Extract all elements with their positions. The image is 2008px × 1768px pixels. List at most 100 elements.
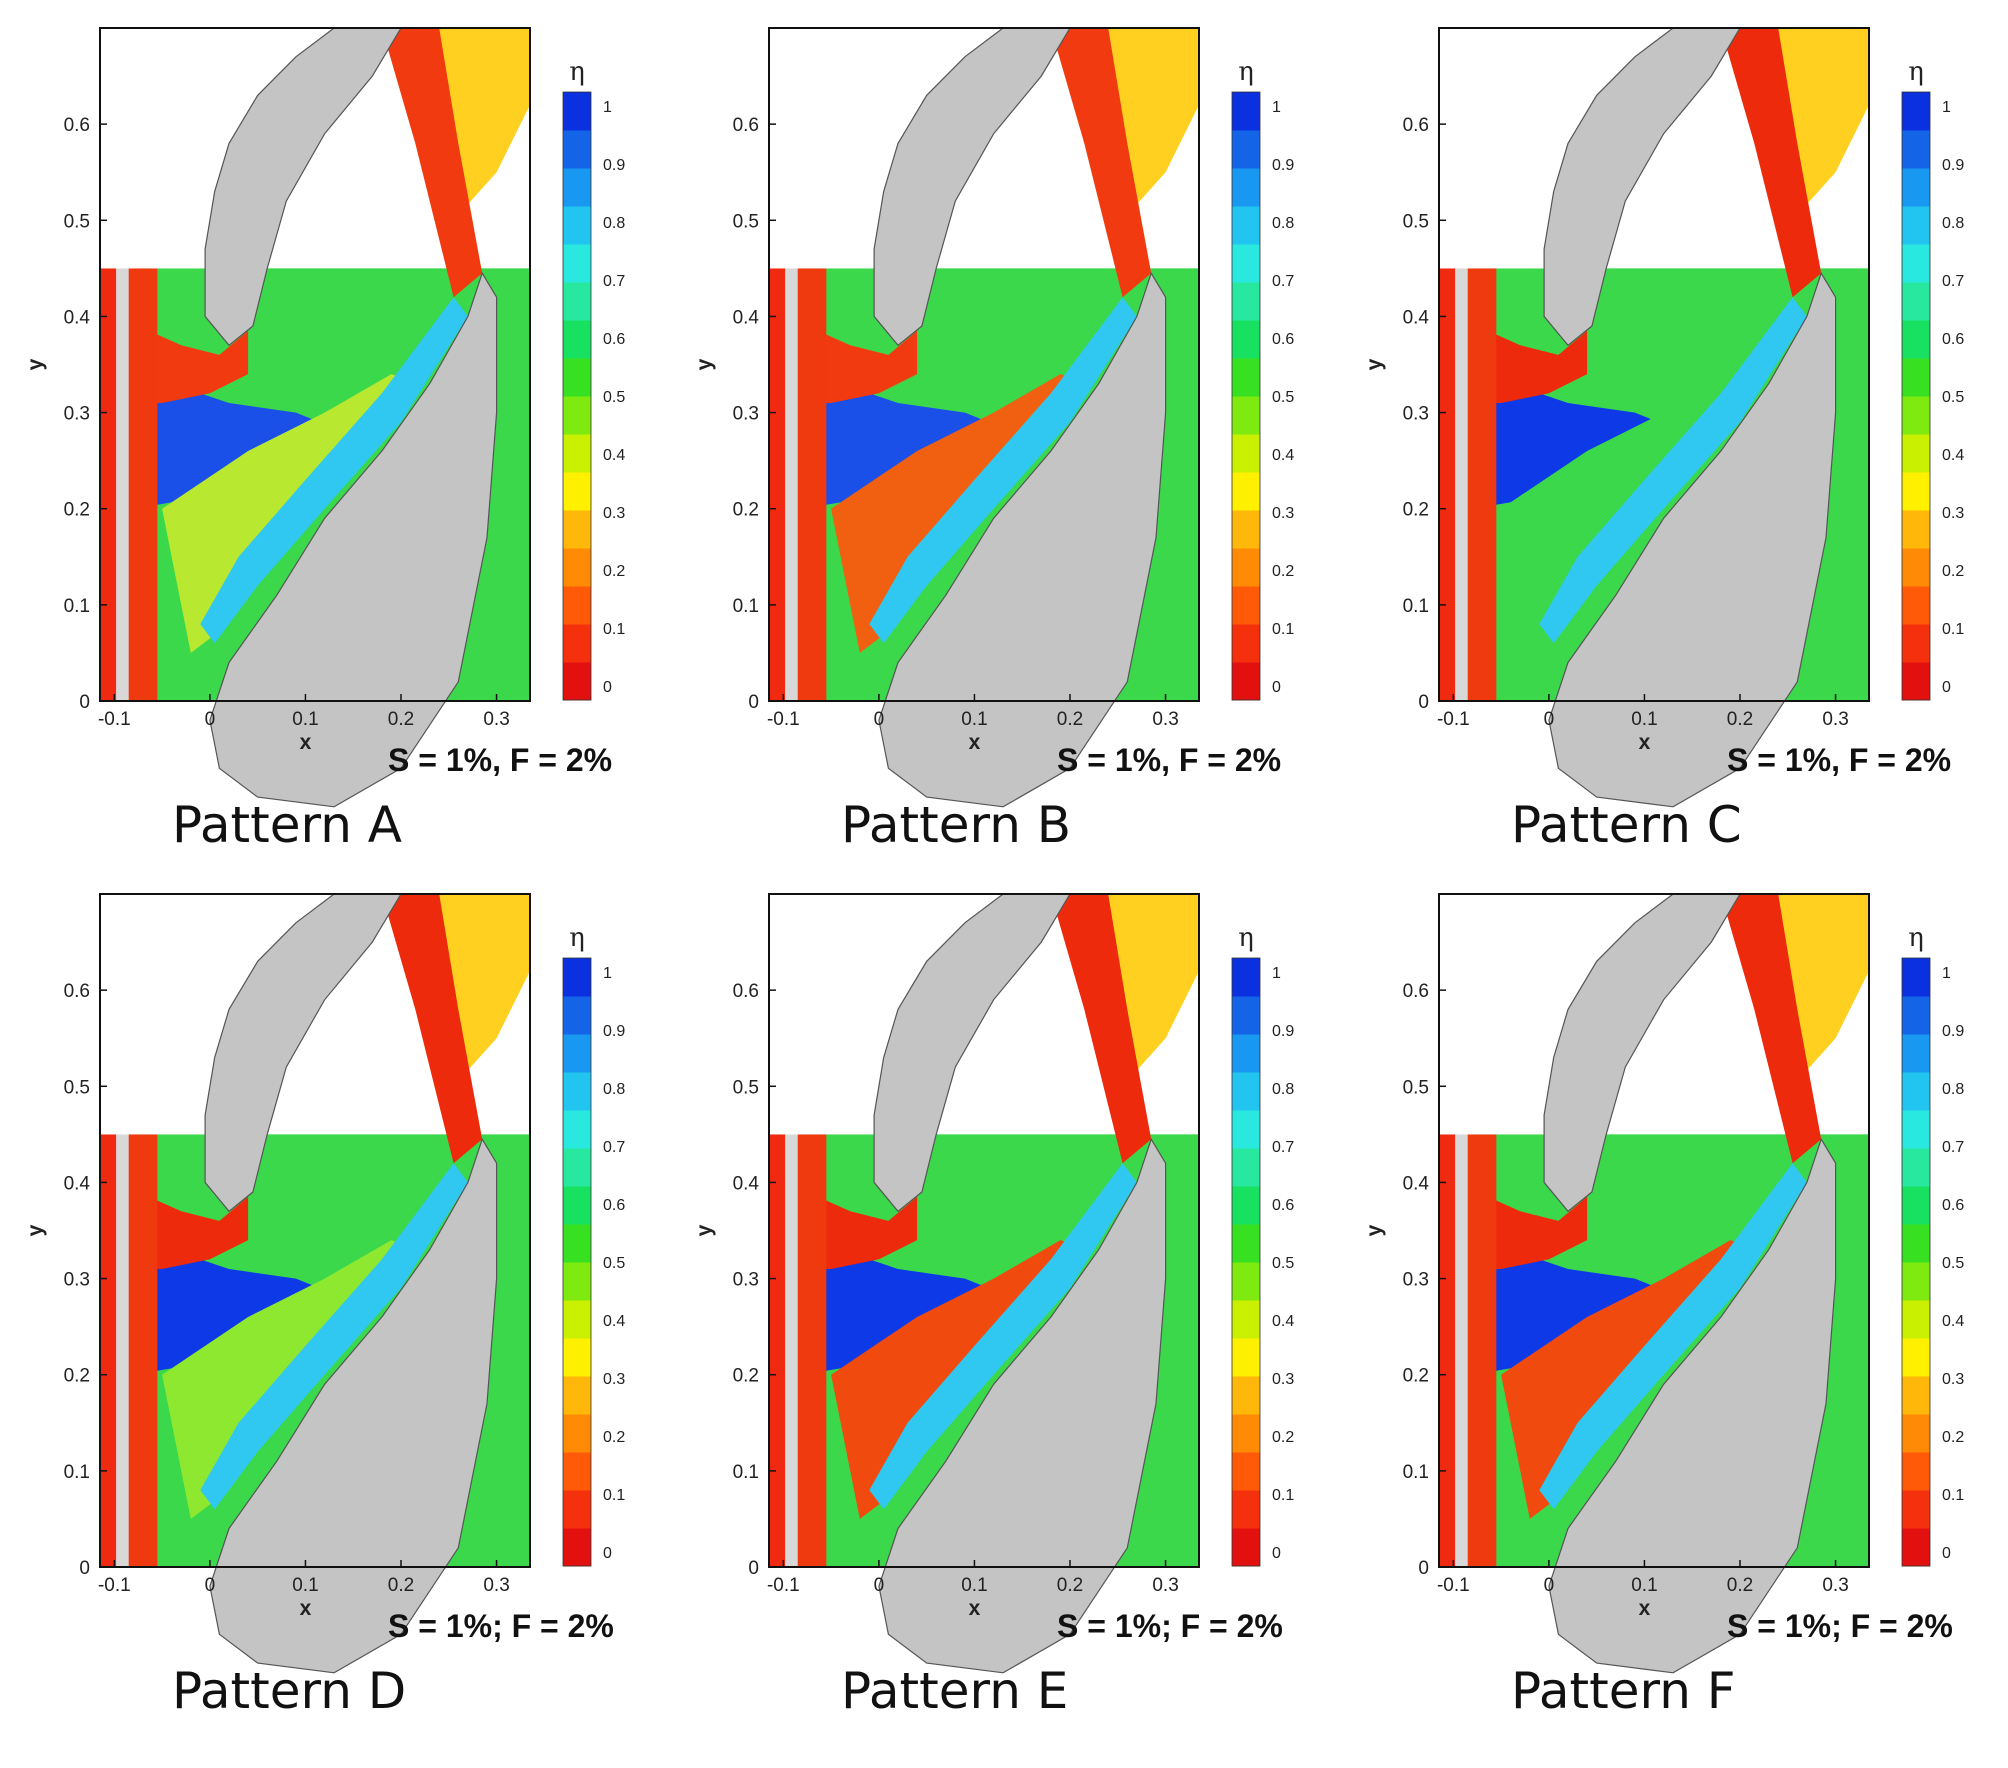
upper-left-blank: [1439, 894, 1549, 1135]
x-tick-label: 0.2: [1057, 709, 1083, 730]
colorbar: 0 0.1 0.2 0.3 0.4 0.5 0.6 0.7 0.8 0.9 1 η: [1231, 57, 1294, 701]
colorbar-tick-label: 0.9: [1942, 157, 1964, 174]
colorbar-tick-label: 0.1: [1942, 621, 1964, 638]
colorbar-tick-label: 0.6: [1272, 331, 1294, 348]
colorbar-segment: [563, 958, 591, 997]
colorbar-segment: [1902, 1300, 1930, 1339]
colorbar-segment: [563, 282, 591, 321]
colorbar-tick-label: 0.8: [1272, 215, 1294, 232]
colorbar-tick-label: 0.1: [1272, 621, 1294, 638]
colorbar-tick-label: 1: [1272, 99, 1281, 116]
params-label: S = 1%; F = 2%: [1727, 1608, 1953, 1644]
main-airfoil: [1548, 1137, 1837, 1674]
upper-left-blank: [100, 894, 210, 1135]
colorbar-segment: [563, 1186, 591, 1225]
colorbar-tick-label: 0.8: [1942, 1081, 1964, 1098]
colorbar-tick-label: 0.1: [1272, 1487, 1294, 1504]
cove-region: [1477, 1192, 1588, 1269]
y-tick-label: 0.5: [1403, 211, 1429, 232]
y-tick-label: 0.2: [64, 1366, 90, 1387]
colorbar-tick-label: 0.5: [1942, 389, 1964, 406]
colorbar-segment: [1902, 1414, 1930, 1453]
colorbar-tick-label: 0.6: [1942, 331, 1964, 348]
colorbar-tick-label: 0.3: [1942, 505, 1964, 522]
x-tick-label: 0.3: [1152, 1575, 1178, 1596]
panel-a: 0 0.1 0.2 0.3 0.4 0.5 0.6 -0.1 0 0.1 0.2 0.3 x y 0 0.1 0…: [0, 0, 669, 884]
colorbar-segment: [1232, 1490, 1260, 1529]
colorbar-segment: [1902, 168, 1930, 207]
colorbar-segment: [563, 1262, 591, 1301]
plot-frame: [99, 893, 531, 1568]
colorbar-segment: [1232, 1034, 1260, 1073]
colorbar-tick-label: 1: [603, 965, 612, 982]
flow-field: [1439, 28, 1869, 701]
colorbar-segment: [1232, 434, 1260, 473]
colorbar-tick-label: 0: [1272, 1545, 1281, 1562]
colorbar: 0 0.1 0.2 0.3 0.4 0.5 0.6 0.7 0.8 0.9 1 η: [1901, 57, 1964, 701]
colorbar-tick-label: 0.8: [1272, 1081, 1294, 1098]
pattern-title: Pattern A: [172, 796, 402, 854]
panel-e: 0 0.1 0.2 0.3 0.4 0.5 0.6 -0.1 0 0.1 0.2 0.3 x y 0 0.1 0…: [669, 866, 1338, 1750]
colorbar-segment: [1902, 958, 1930, 997]
y-tick-label: 0.6: [1403, 115, 1429, 136]
high-eta-core: [1472, 374, 1683, 509]
plot-frame: [768, 27, 1200, 702]
y-tick-label: 0.1: [64, 1462, 90, 1483]
colorbar-tick-label: 0.4: [1942, 447, 1964, 464]
left-boundary-strip: [769, 268, 786, 701]
y-tick-label: 0.6: [1403, 981, 1429, 1002]
colorbar-segment: [1902, 662, 1930, 701]
colorbar: 0 0.1 0.2 0.3 0.4 0.5 0.6 0.7 0.8 0.9 1 η: [562, 57, 625, 701]
left-boundary-strip: [100, 268, 117, 701]
colorbar-tick-label: 0.4: [603, 447, 625, 464]
colorbar-segment: [1902, 548, 1930, 587]
jet-band: [1539, 297, 1807, 644]
main-airfoil: [878, 271, 1167, 808]
colorbar-segment: [563, 320, 591, 359]
y-tick-label: 0: [1418, 1558, 1429, 1579]
colorbar-tick-label: 0.2: [1942, 563, 1964, 580]
colorbar-tick-label: 0.9: [1272, 1023, 1294, 1040]
colorbar-tick-label: 0: [603, 679, 612, 696]
colorbar-tick-label: 0.1: [603, 621, 625, 638]
colorbar-frame: [1901, 957, 1931, 1567]
colorbar-segment: [1232, 472, 1260, 511]
x-axis-label: x: [969, 1597, 981, 1620]
x-tick-label: 0.2: [388, 709, 414, 730]
x-tick-label: -0.1: [1437, 709, 1470, 730]
colorbar-frame: [562, 91, 592, 701]
colorbar-segment: [563, 358, 591, 397]
jet-band: [869, 297, 1137, 644]
colorbar-tick-label: 0.1: [1942, 1487, 1964, 1504]
colorbar-tick-label: 0: [1942, 679, 1951, 696]
x-tick-label: 0: [874, 709, 885, 730]
left-boundary-strip: [100, 1134, 117, 1567]
colorbar-segment: [1902, 396, 1930, 435]
left-boundary-strip: [769, 1134, 786, 1567]
y-tick-label: 0.3: [64, 1270, 90, 1291]
contour-plot: 00.10.20.30.40.50.6-0.1 0 0.1 0.2 0.3xy00.10…: [24, 893, 625, 1674]
colorbar: 0 0.1 0.2 0.3 0.4 0.5 0.6 0.7 0.8 0.9 1 η: [562, 923, 625, 1567]
colorbar-segment: [563, 1490, 591, 1529]
colorbar-segment: [563, 1034, 591, 1073]
colorbar-segment: [1902, 358, 1930, 397]
y-tick-label: 0.3: [733, 404, 759, 425]
colorbar-frame: [562, 957, 592, 1567]
colorbar-tick-label: 0.7: [1942, 273, 1964, 290]
colorbar-segment: [1232, 1072, 1260, 1111]
colorbar-tick-label: 0.9: [603, 1023, 625, 1040]
y-tick-label: 0.4: [733, 307, 760, 328]
colorbar-segment: [1232, 1148, 1260, 1187]
high-eta-core: [802, 1240, 1013, 1375]
contour-plot: 00.10.20.30.40.50.6-0.1 0 0.1 0.2 0.3xy00.10…: [24, 27, 625, 808]
colorbar-segment: [1232, 996, 1260, 1035]
colorbar-segment: [563, 510, 591, 549]
colorbar-segment: [563, 396, 591, 435]
colorbar-tick-label: 0.8: [603, 215, 625, 232]
panel-f: 0 0.1 0.2 0.3 0.4 0.5 0.6 -0.1 0 0.1 0.2 0.3 x y 0 0.1 0…: [1339, 866, 2008, 1750]
colorbar-segment: [563, 1300, 591, 1339]
x-tick-label: 0: [874, 1575, 885, 1596]
colorbar-segment: [563, 434, 591, 473]
y-tick-label: 0.5: [733, 1077, 759, 1098]
y-tick-label: 0.2: [733, 1366, 759, 1387]
